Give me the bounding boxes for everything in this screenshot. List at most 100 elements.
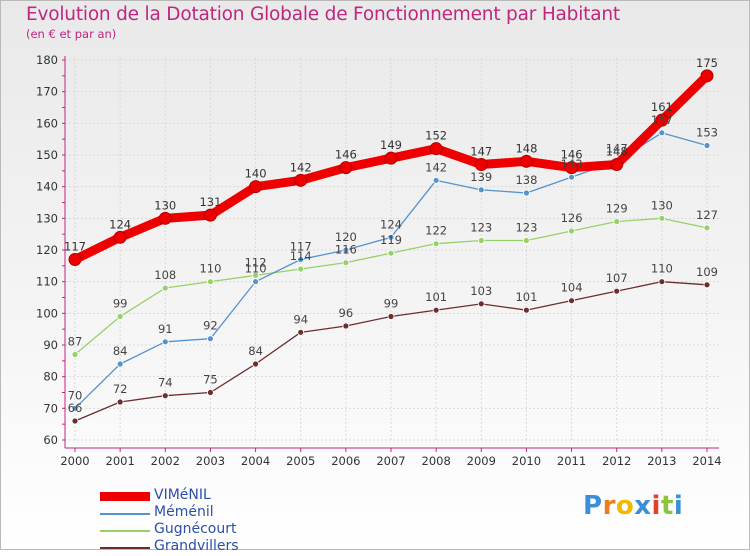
logo-letter: t: [660, 491, 674, 521]
data-point: [703, 281, 711, 289]
data-point: [207, 335, 214, 343]
data-point: [387, 233, 395, 241]
legend-item-grandvillers[interactable]: Grandvillers: [100, 538, 320, 556]
legend-item-gugnecourt[interactable]: Gugnécourt: [100, 521, 320, 539]
data-point: [523, 306, 530, 314]
legend-swatch: [100, 547, 150, 549]
legend-label: Gugnécourt: [154, 521, 237, 537]
data-point: [523, 237, 530, 244]
data-label: 72: [113, 382, 128, 396]
data-label: 157: [651, 113, 673, 127]
data-label: 96: [339, 306, 354, 320]
logo-letter: i: [651, 491, 661, 521]
logo-letter: x: [634, 491, 652, 521]
data-label: 107: [606, 271, 628, 285]
data-label: 66: [68, 401, 83, 415]
data-point: [342, 246, 350, 254]
data-point: [658, 214, 666, 222]
x-tick-label: 2003: [196, 454, 225, 468]
data-label: 126: [561, 211, 583, 225]
data-label: 122: [425, 224, 447, 238]
legend-swatch: [100, 513, 150, 515]
data-point: [568, 173, 575, 181]
y-tick-label: 120: [36, 243, 58, 257]
x-tick-label: 2008: [422, 454, 451, 468]
data-label: 117: [64, 240, 86, 254]
data-point: [613, 218, 621, 225]
data-point: [477, 186, 485, 194]
data-point: [429, 142, 443, 156]
data-label: 130: [651, 198, 673, 212]
data-label: 91: [158, 322, 173, 336]
data-point: [113, 230, 127, 244]
legend: VIMéNIL Méménil Gugnécourt Grandvillers: [100, 487, 320, 556]
y-tick-label: 130: [36, 211, 58, 225]
data-point: [116, 313, 124, 320]
data-point: [565, 161, 579, 175]
x-tick-label: 2000: [60, 454, 89, 468]
x-tick-label: 2006: [331, 454, 360, 468]
y-tick-label: 110: [36, 275, 58, 289]
data-point: [203, 208, 217, 222]
data-point: [384, 151, 398, 165]
data-point: [71, 404, 79, 412]
data-point: [71, 417, 79, 425]
data-label: 148: [515, 141, 537, 155]
data-point: [432, 240, 440, 248]
y-tick-label: 90: [43, 338, 58, 352]
x-tick-label: 2013: [647, 454, 676, 468]
data-point: [474, 158, 488, 171]
data-point: [613, 287, 621, 295]
data-label: 127: [696, 208, 718, 222]
y-tick-label: 150: [36, 148, 58, 162]
y-tick-label: 180: [36, 53, 58, 67]
data-point: [294, 173, 308, 187]
x-tick-label: 2001: [106, 454, 135, 468]
data-label: 149: [380, 138, 402, 152]
data-label: 140: [245, 167, 267, 181]
data-point: [116, 398, 124, 406]
data-label: 108: [154, 268, 176, 282]
data-label: 147: [606, 141, 628, 155]
data-label: 101: [425, 290, 447, 304]
data-point: [161, 338, 169, 346]
data-label: 123: [515, 221, 537, 235]
data-label: 109: [696, 265, 718, 279]
data-label: 99: [384, 297, 399, 311]
data-point: [342, 322, 350, 330]
data-point: [68, 253, 82, 266]
series-lines: [68, 69, 714, 425]
data-point: [477, 237, 485, 244]
x-tick-label: 2012: [602, 454, 631, 468]
data-point: [249, 180, 263, 194]
data-label: 84: [248, 344, 263, 358]
data-label: 138: [515, 173, 537, 187]
proxiti-logo: Proxiti: [583, 491, 683, 521]
data-label: 147: [470, 145, 492, 159]
data-label: 112: [245, 255, 267, 269]
data-label: 129: [606, 202, 628, 216]
data-label: 148: [606, 145, 628, 159]
data-label: 131: [199, 195, 221, 209]
data-point: [432, 306, 440, 314]
legend-label: VIMéNIL: [154, 487, 211, 503]
data-point: [297, 265, 305, 273]
data-label: 124: [109, 217, 131, 231]
data-point: [519, 154, 533, 168]
chart-title: Evolution de la Dotation Globale de Fonc…: [26, 4, 620, 25]
legend-item-vimenil[interactable]: VIMéNIL: [100, 487, 320, 505]
data-point: [432, 176, 440, 184]
data-label: 117: [290, 240, 312, 254]
data-point: [700, 69, 714, 83]
data-point: [71, 351, 79, 358]
data-label: 94: [293, 312, 308, 326]
logo-letter: o: [615, 491, 635, 521]
data-point: [387, 313, 395, 320]
data-point: [658, 129, 666, 137]
data-label: 153: [696, 126, 718, 140]
legend-item-memenil[interactable]: Méménil: [100, 504, 320, 522]
axes: 60 70 80 90 100 110 120 130 140 150 160 170 180 2000 2…: [36, 53, 722, 468]
data-label: 87: [68, 335, 83, 349]
data-label: 146: [561, 148, 583, 162]
data-label: 110: [199, 262, 221, 276]
